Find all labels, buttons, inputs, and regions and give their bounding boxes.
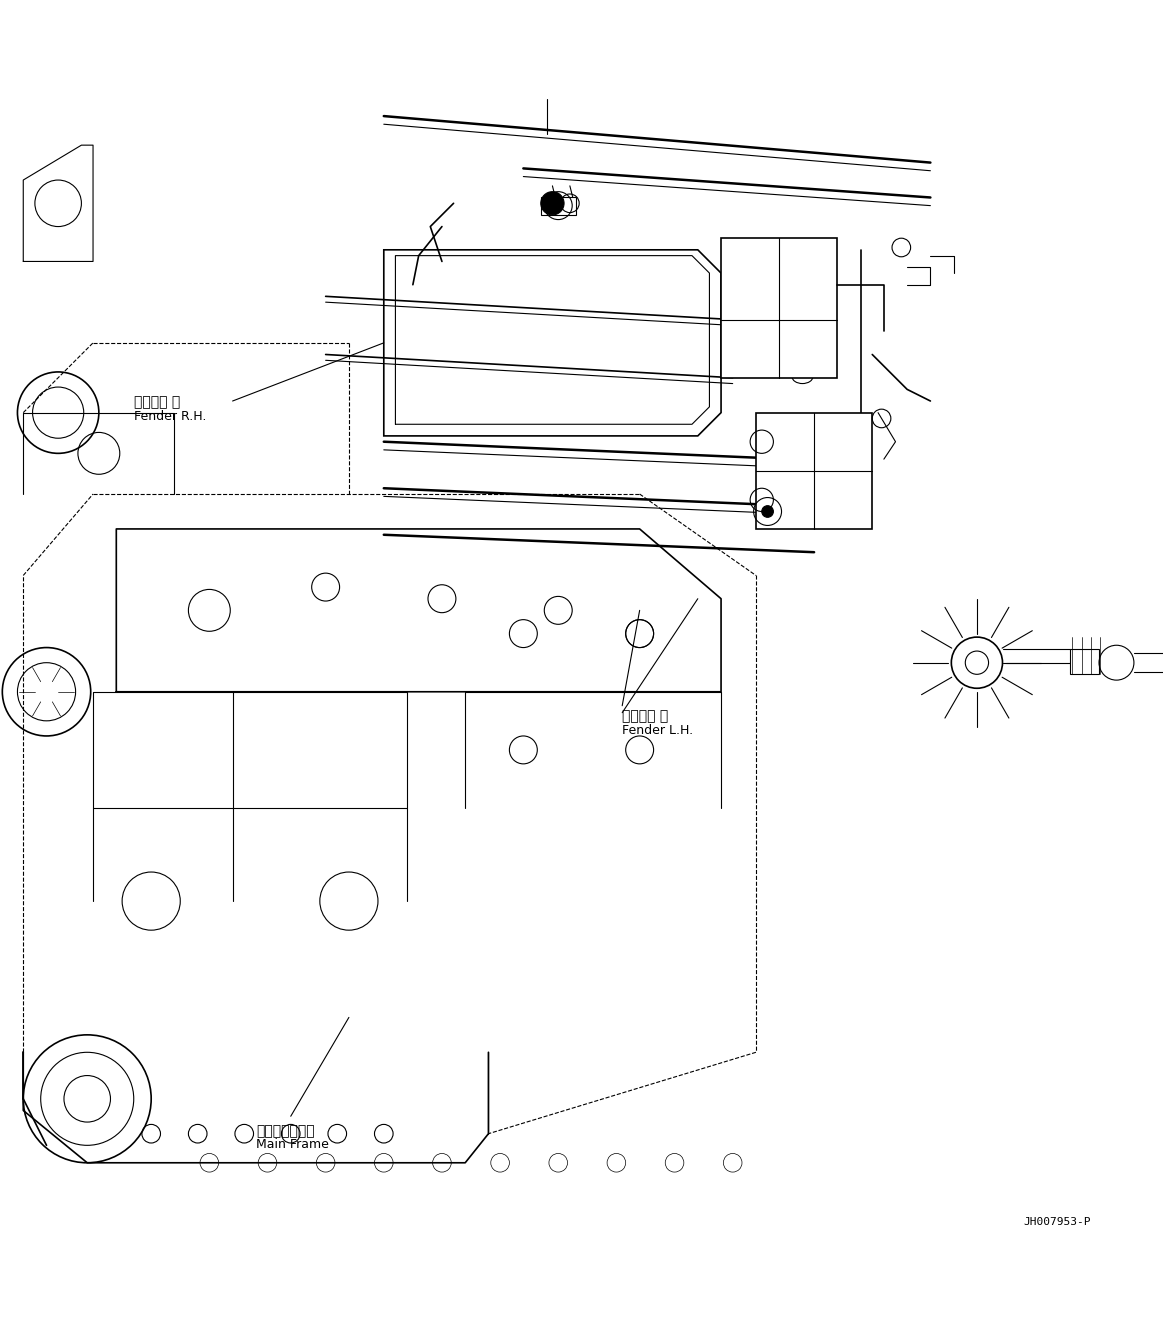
Bar <box>1070 648 1099 674</box>
Circle shape <box>762 505 773 517</box>
Text: Main Frame: Main Frame <box>256 1138 329 1151</box>
Text: JH007953-P: JH007953-P <box>1023 1218 1091 1227</box>
Circle shape <box>541 191 564 215</box>
Polygon shape <box>384 250 721 436</box>
Text: フェンダ 右: フェンダ 右 <box>134 396 180 409</box>
Polygon shape <box>541 198 576 215</box>
Text: フェンダ 左: フェンダ 左 <box>622 709 669 723</box>
Text: Fender L.H.: Fender L.H. <box>622 725 693 737</box>
Text: Fender R.H.: Fender R.H. <box>134 410 206 424</box>
Text: メインフレーム: メインフレーム <box>256 1124 314 1138</box>
Polygon shape <box>721 238 837 378</box>
Polygon shape <box>756 413 872 529</box>
Circle shape <box>951 638 1003 689</box>
